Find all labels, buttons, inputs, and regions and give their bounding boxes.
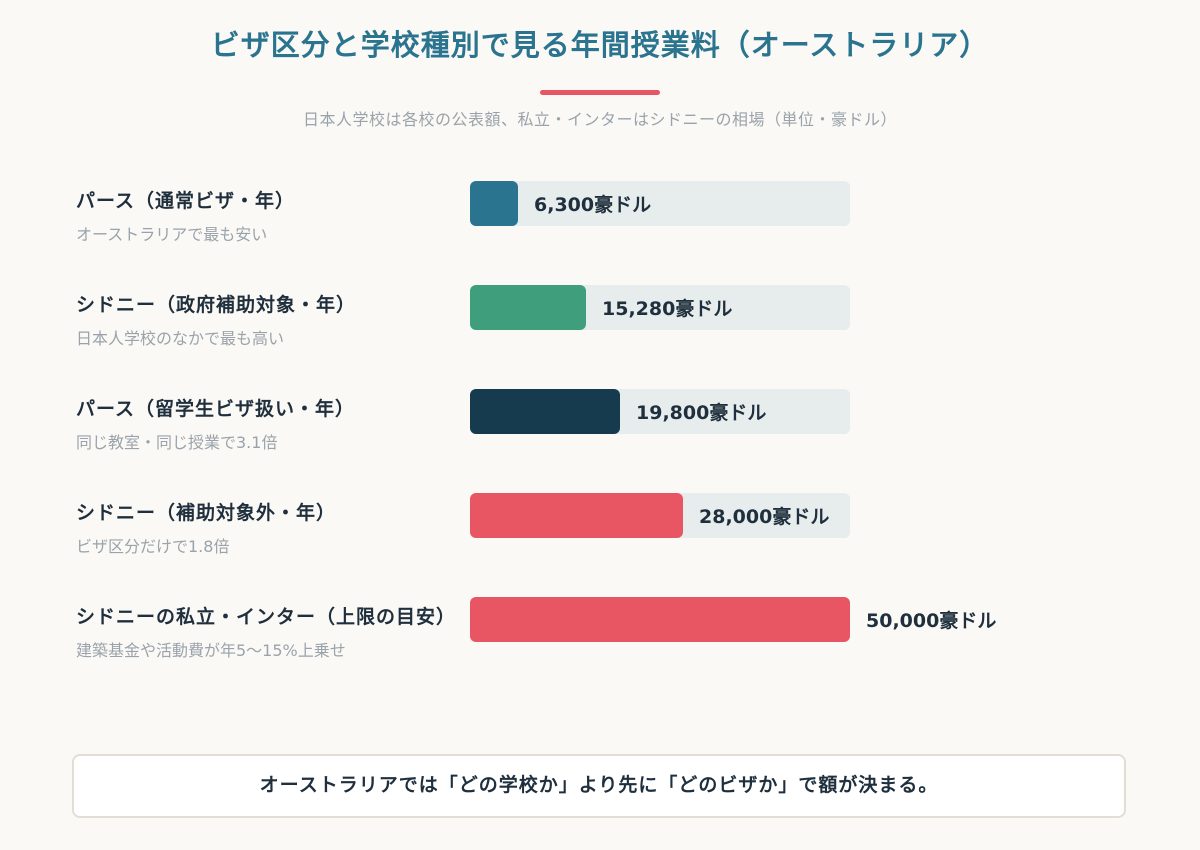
footer-text: オーストラリアでは「どの学校か」より先に「どのビザか」で額が決まる。 [259,774,939,796]
category-note: オーストラリアで最も安い [76,225,268,244]
value-label: 6,300豪ドル [534,194,652,216]
category-label: シドニー（政府補助対象・年） [76,294,357,316]
category-label: パース（通常ビザ・年） [76,190,296,212]
bar-row: シドニーの私立・インター（上限の目安） 建築基金や活動費が年5〜15%上乗せ 50,… [0,594,1200,664]
category-note: 建築基金や活動費が年5〜15%上乗せ [76,641,346,660]
category-note: 日本人学校のなかで最も高い [76,329,285,348]
bar-row: シドニー（政府補助対象・年） 日本人学校のなかで最も高い 15,280豪ドル [0,282,1200,352]
value-label: 28,000豪ドル [699,506,830,528]
value-label: 50,000豪ドル [866,610,997,632]
category-label: シドニーの私立・インター（上限の目安） [76,606,457,628]
category-note: 同じ教室・同じ授業で3.1倍 [76,433,278,452]
bar [470,181,518,226]
category-label: パース（留学生ビザ扱い・年） [76,398,356,420]
bar-track [470,181,850,226]
category-note: ビザ区分だけで1.8倍 [76,537,230,556]
bar [470,285,586,330]
bar [470,493,683,538]
chart-title: ビザ区分と学校種別で見る年間授業料（オーストラリア） [210,28,990,62]
title-underline [540,90,660,95]
bar-row: パース（留学生ビザ扱い・年） 同じ教室・同じ授業で3.1倍 19,800豪ドル [0,386,1200,456]
bar [470,389,620,434]
category-label: シドニー（補助対象外・年） [76,502,337,524]
bar-row: シドニー（補助対象外・年） ビザ区分だけで1.8倍 28,000豪ドル [0,490,1200,560]
value-label: 15,280豪ドル [602,298,733,320]
footer-note: オーストラリアでは「どの学校か」より先に「どのビザか」で額が決まる。 [72,754,1126,818]
bar-row: パース（通常ビザ・年） オーストラリアで最も安い 6,300豪ドル [0,178,1200,248]
chart-subtitle: 日本人学校は各校の公表額、私立・インターはシドニーの相場（単位・豪ドル） [302,110,897,129]
bar [470,597,850,642]
value-label: 19,800豪ドル [636,402,767,424]
